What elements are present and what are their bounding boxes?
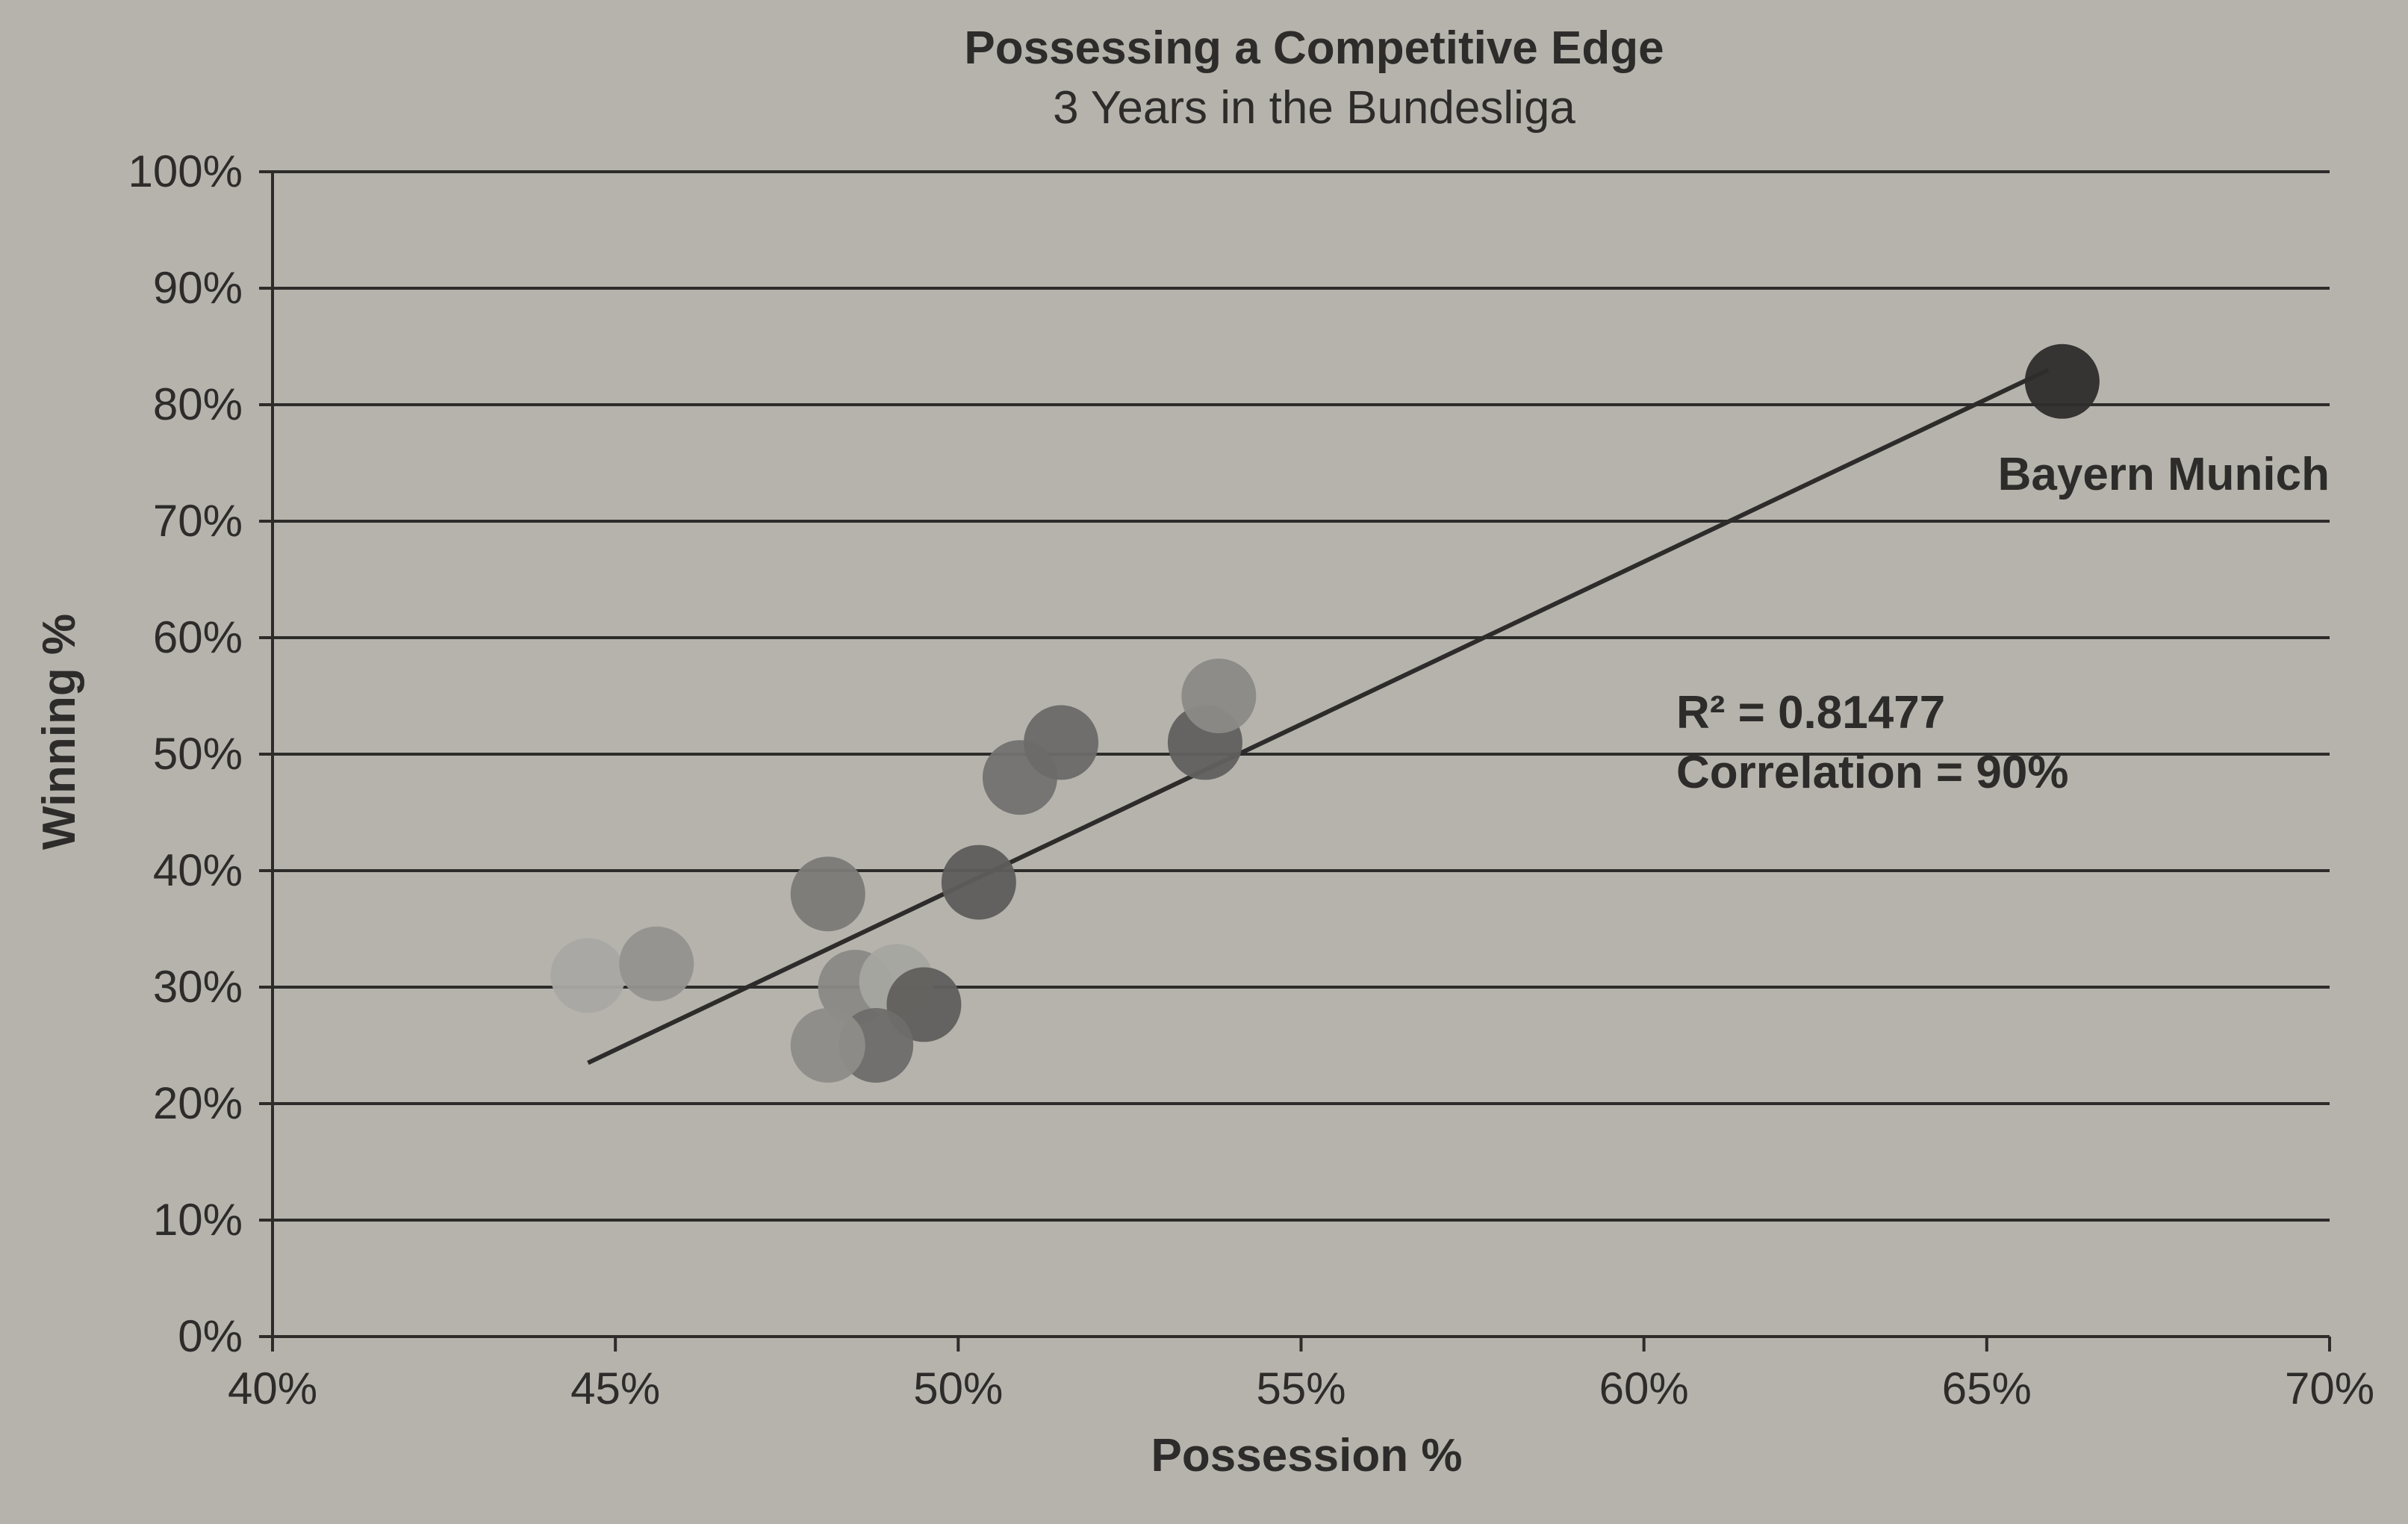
y-tick-label: 30% [153, 962, 243, 1012]
point-label: Bayern Munich [1998, 449, 2330, 500]
x-tick-label: 70% [2285, 1363, 2374, 1413]
axes [259, 170, 2331, 1352]
data-point [1181, 659, 1257, 733]
x-tick-label: 65% [1942, 1363, 2032, 1413]
data-point [790, 856, 865, 932]
data-point [790, 1008, 865, 1083]
x-axis-label: Possession % [1151, 1430, 1463, 1481]
r-squared-annotation: R² = 0.81477 [1676, 687, 1945, 738]
data-point [2024, 343, 2100, 419]
data-point [1024, 705, 1099, 780]
y-tick-labels: 0% 10% 20% 30% 40% 50% 60% 70% 80% 90% 100% [128, 146, 243, 1361]
y-tick-label: 20% [153, 1078, 243, 1128]
y-tick-label: 100% [128, 146, 243, 196]
x-tick-label: 60% [1599, 1363, 1689, 1413]
chart-subtitle: 3 Years in the Bundesliga [1053, 82, 1575, 134]
y-tick-label: 0% [178, 1311, 243, 1361]
data-points: Bayern Munich [550, 343, 2330, 1083]
y-tick-label: 80% [153, 379, 243, 429]
gridlines [273, 170, 2330, 1222]
y-tick-label: 60% [153, 612, 243, 662]
data-point [550, 938, 626, 1013]
y-tick-label: 40% [153, 845, 243, 895]
y-tick-label: 90% [153, 263, 243, 313]
chart-title: Possessing a Competitive Edge [964, 22, 1664, 74]
x-tick-label: 55% [1256, 1363, 1345, 1413]
data-point [941, 845, 1016, 920]
y-tick-label: 70% [153, 496, 243, 546]
y-tick-label: 50% [153, 729, 243, 779]
x-tick-label: 45% [570, 1363, 660, 1413]
y-tick-label: 10% [153, 1195, 243, 1245]
y-axis-label: Winning % [34, 614, 85, 850]
trendline-group [587, 367, 2050, 1066]
data-point [619, 926, 694, 1001]
correlation-annotation: Correlation = 90% [1676, 747, 2068, 798]
x-tick-label: 50% [913, 1363, 1003, 1413]
trendline [587, 367, 2050, 1066]
x-tick-labels: 40% 45% 50% 55% 60% 65% 70% [228, 1363, 2374, 1413]
x-tick-label: 40% [228, 1363, 317, 1413]
